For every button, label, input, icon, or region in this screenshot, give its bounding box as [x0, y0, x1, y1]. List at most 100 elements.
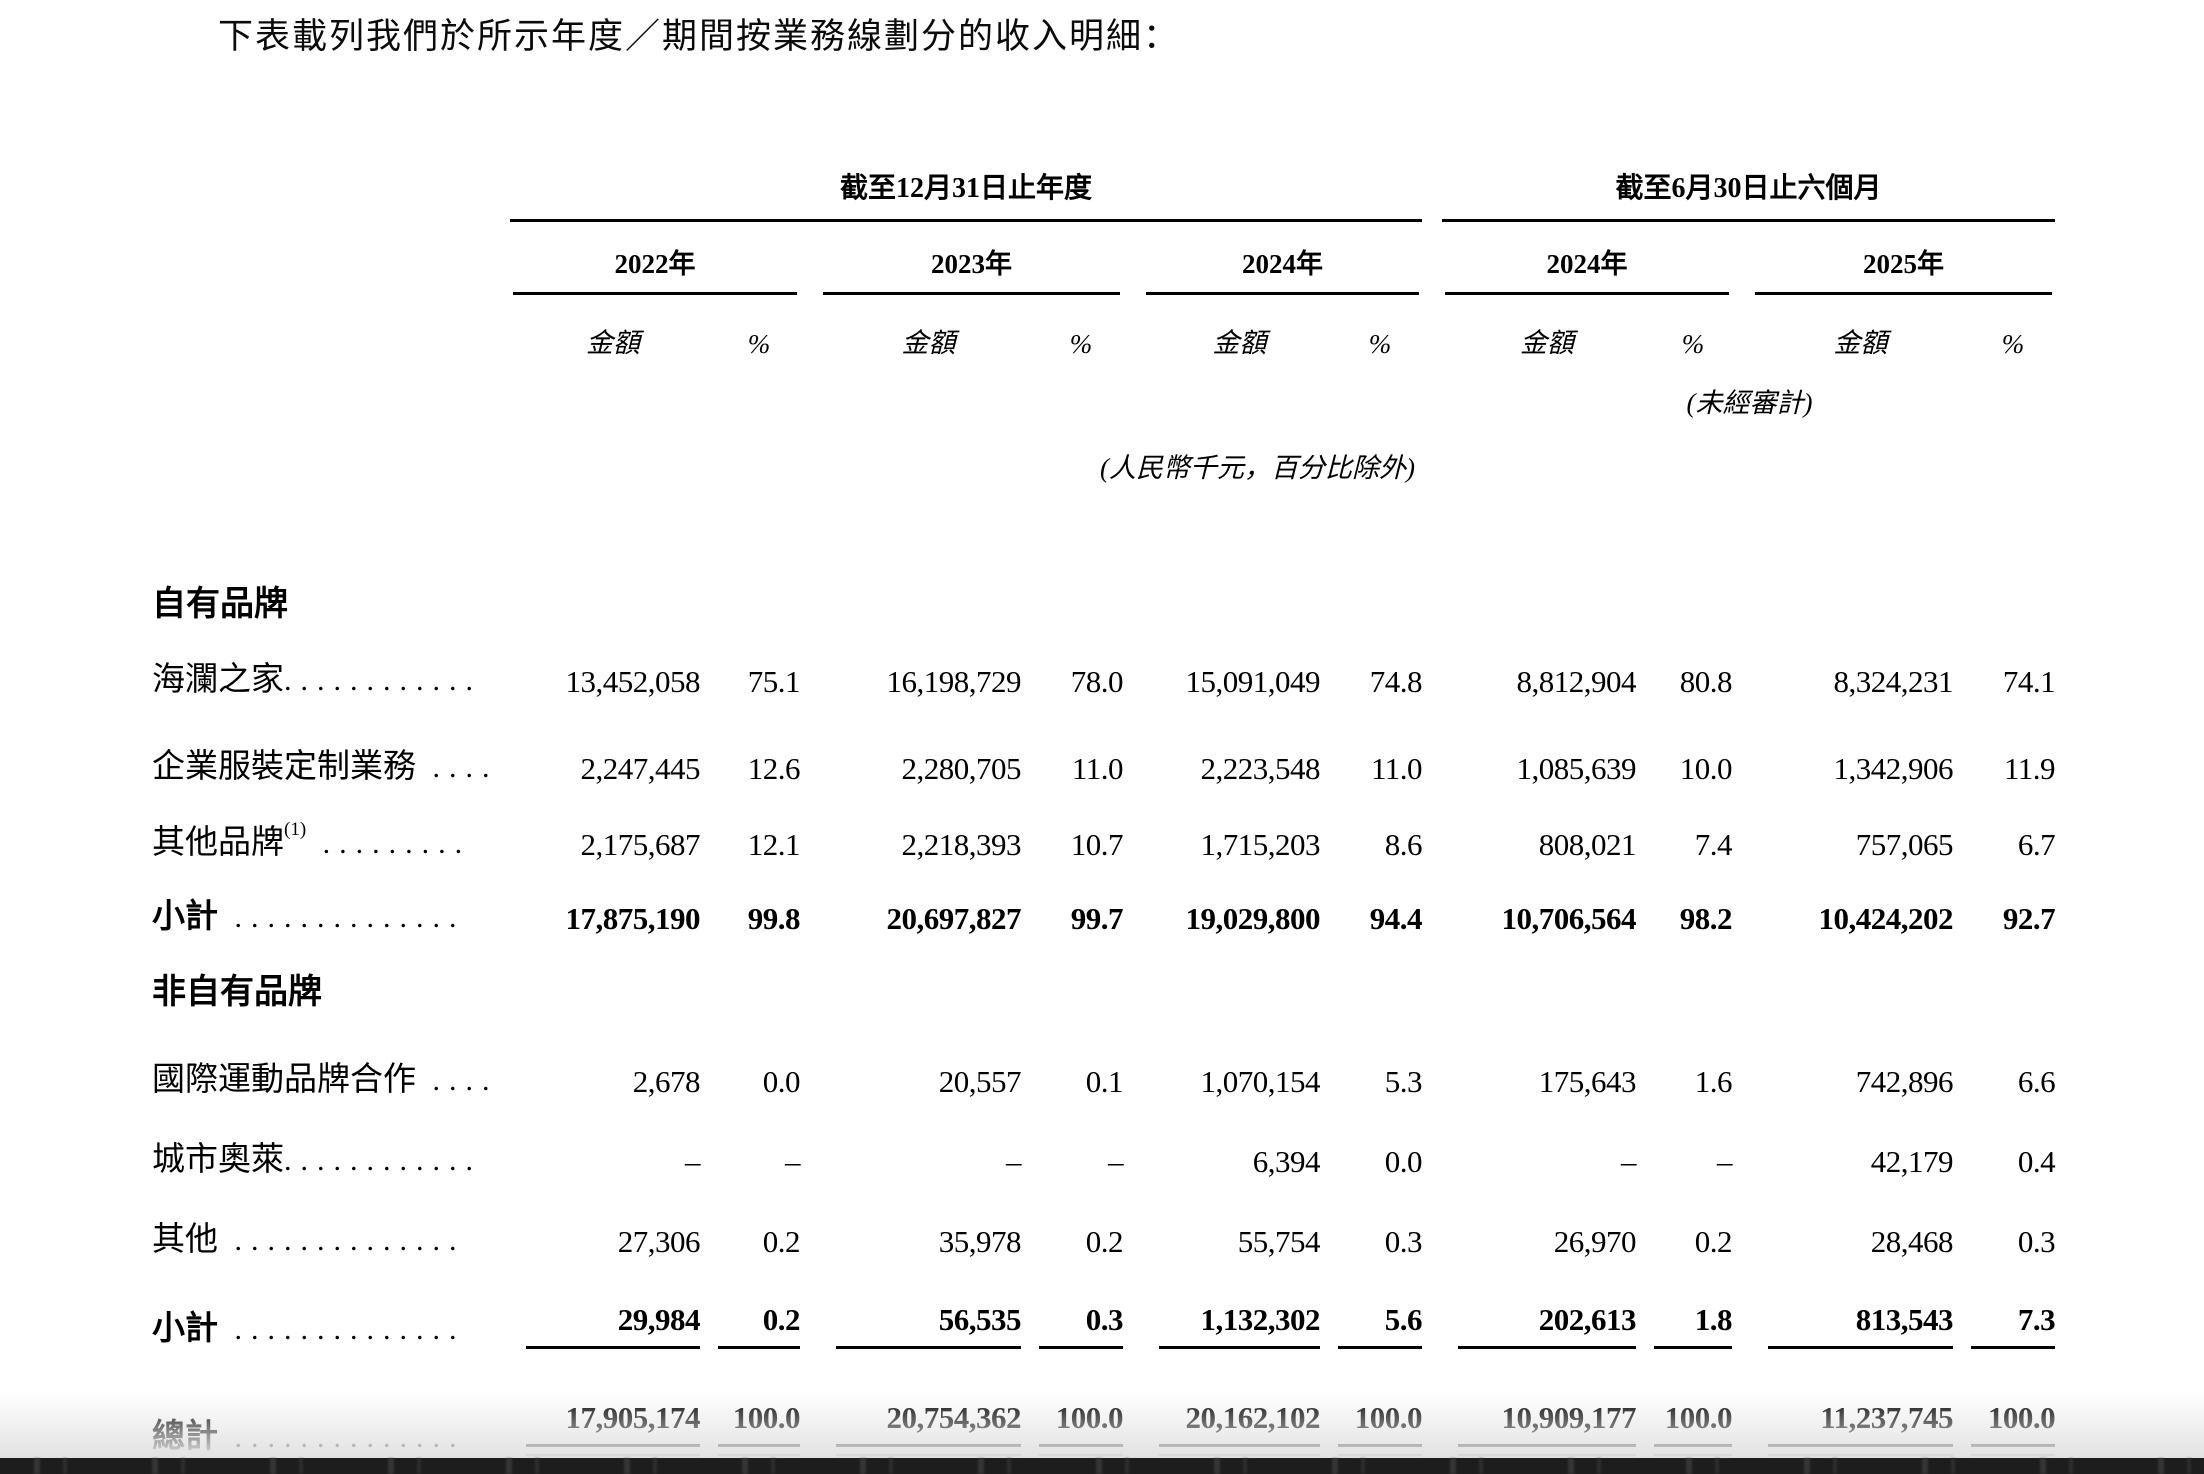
- cell-value: 757,065: [1855, 827, 1954, 862]
- cell-value: 0.2: [1694, 1224, 1733, 1259]
- cell-value: 100.0: [1338, 1400, 1423, 1447]
- cell-value: 78.0: [1070, 664, 1124, 699]
- cell-value: 16,198,729: [886, 664, 1022, 699]
- percent-header: %: [747, 329, 771, 359]
- cell-value: 17,905,174: [526, 1400, 701, 1447]
- table-row: 企業服裝定制業務 .... 2,247,445 12.6 2,280,705 1…: [150, 700, 2065, 787]
- table-row-subtotal: 小計 .............. 29,984 0.2 56,535 0.3 …: [150, 1260, 2065, 1349]
- cell-value: 0.3: [2017, 1224, 2056, 1259]
- cell-value: 74.8: [1369, 664, 1423, 699]
- table-row: 其他 .............. 27,306 0.2 35,978 0.2 …: [150, 1180, 2065, 1260]
- cell-value: 742,896: [1855, 1064, 1954, 1099]
- year-header-2023: 2023年: [823, 242, 1120, 295]
- row-label: 城市奧萊: [152, 1142, 284, 1178]
- column-group-title-interim: 截至6月30日止六個月: [1442, 166, 2056, 222]
- cell-value: 100.0: [718, 1400, 801, 1447]
- cell-value: 202,613: [1458, 1302, 1637, 1349]
- section-label: 非自有品牌: [152, 974, 322, 1011]
- cell-value: 2,223,548: [1200, 751, 1321, 786]
- cell-value: 1,715,203: [1200, 827, 1321, 862]
- cell-value: 20,697,827: [886, 901, 1022, 936]
- revenue-by-business-line-table: 截至12月31日止年度 截至6月30日止六個月 2022年 2023年 2024…: [150, 160, 2065, 1457]
- cell-value: 0.2: [762, 1224, 801, 1259]
- page-title: 下表載列我們於所示年度／期間按業務線劃分的收入明細：: [218, 17, 1181, 56]
- row-label: 小計: [152, 899, 218, 935]
- cell-value: 17,875,190: [565, 901, 701, 936]
- cell-value: 2,247,445: [580, 751, 701, 786]
- cell-value: –: [1621, 1144, 1637, 1179]
- unit-note: (人民幣千元，百分比除外): [1100, 453, 1416, 483]
- amount-header: 金額: [901, 328, 956, 358]
- cell-value: 98.2: [1679, 901, 1733, 936]
- section-label: 自有品牌: [152, 586, 288, 623]
- table-row-subtotal: 小計 .............. 17,875,190 99.8 20,697…: [150, 863, 2065, 937]
- column-group-title-fy: 截至12月31日止年度: [510, 166, 1423, 222]
- window-bottom-edge-bar: [0, 1458, 2204, 1474]
- cell-value: 0.0: [762, 1064, 801, 1099]
- dot-leader: ....: [416, 751, 499, 784]
- cell-value: 56,535: [836, 1302, 1022, 1349]
- cell-value: 12.1: [747, 827, 801, 862]
- cell-value: 5.3: [1384, 1064, 1423, 1099]
- amount-header: 金額: [1520, 328, 1575, 358]
- cell-value: 1,085,639: [1516, 751, 1637, 786]
- cell-value: 7.4: [1694, 827, 1733, 862]
- cell-value: 6.7: [2017, 827, 2056, 862]
- row-label: 其他: [152, 1222, 218, 1258]
- cell-value: 13,452,058: [565, 664, 701, 699]
- cell-value: 6,394: [1252, 1144, 1321, 1179]
- cell-value: 7.3: [1971, 1302, 2056, 1349]
- cell-value: 1,342,906: [1833, 751, 1954, 786]
- amount-header: 金額: [1833, 328, 1888, 358]
- cell-value: 0.3: [1039, 1302, 1124, 1349]
- amount-header: 金額: [586, 328, 640, 358]
- percent-header: %: [1681, 329, 1705, 359]
- cell-value: 28,468: [1870, 1224, 1954, 1259]
- dot-leader: ..............: [218, 1313, 466, 1346]
- cell-value: 10,909,177: [1458, 1400, 1637, 1447]
- year-header-2025-interim: 2025年: [1755, 242, 2053, 295]
- cell-value: 6.6: [2017, 1064, 2056, 1099]
- dot-leader: ............: [284, 1144, 482, 1177]
- cell-value: 0.2: [718, 1302, 801, 1349]
- cell-value: 29,984: [526, 1302, 701, 1349]
- cell-value: 42,179: [1870, 1144, 1954, 1179]
- table-row-total: 總計 .............. 17,905,174 100.0 20,75…: [150, 1349, 2065, 1457]
- dot-leader: ..............: [218, 1421, 466, 1454]
- cell-value: 5.6: [1338, 1302, 1423, 1349]
- cell-value: 100.0: [1654, 1400, 1733, 1447]
- row-label: 小計: [152, 1311, 218, 1347]
- dot-leader: .........: [306, 827, 472, 860]
- table-row: 國際運動品牌合作 .... 2,678 0.0 20,557 0.1 1,070…: [150, 1013, 2065, 1100]
- cell-value: 1,132,302: [1159, 1302, 1321, 1349]
- section-header-non-own-brands: 非自有品牌: [150, 937, 2065, 1013]
- cell-value: 10,424,202: [1818, 901, 1954, 936]
- cell-value: 1.6: [1694, 1064, 1733, 1099]
- cell-value: 15,091,049: [1185, 664, 1321, 699]
- unaudited-note-row: (未經審計): [150, 360, 2065, 420]
- section-header-own-brands: 自有品牌: [150, 573, 2065, 625]
- cell-value: 10.7: [1070, 827, 1124, 862]
- unit-note-row: (人民幣千元，百分比除外): [150, 420, 2065, 485]
- cell-value: 10.0: [1679, 751, 1733, 786]
- cell-value: 19,029,800: [1185, 901, 1321, 936]
- cell-value: 10,706,564: [1501, 901, 1637, 936]
- cell-value: 0.2: [1085, 1224, 1124, 1259]
- row-label: 總計: [152, 1419, 218, 1455]
- table-row: 其他品牌(1) ......... 2,175,687 12.1 2,218,3…: [150, 787, 2065, 863]
- cell-value: 2,678: [632, 1064, 701, 1099]
- year-header-2024: 2024年: [1146, 242, 1420, 295]
- table-row: 海瀾之家............ 13,452,058 75.1 16,198,…: [150, 625, 2065, 700]
- cell-value: 813,543: [1768, 1302, 1954, 1349]
- cell-value: 0.0: [1384, 1144, 1423, 1179]
- cell-value: –: [785, 1144, 801, 1179]
- cell-value: 11.9: [2003, 751, 2056, 786]
- cell-value: 2,175,687: [580, 827, 701, 862]
- cell-value: 1,070,154: [1200, 1064, 1321, 1099]
- cell-value: 808,021: [1538, 827, 1637, 862]
- cell-value: 100.0: [1039, 1400, 1124, 1447]
- cell-value: –: [685, 1144, 701, 1179]
- cell-value: 0.4: [2017, 1144, 2056, 1179]
- cell-value: 26,970: [1553, 1224, 1637, 1259]
- dot-leader: ....: [416, 1064, 499, 1097]
